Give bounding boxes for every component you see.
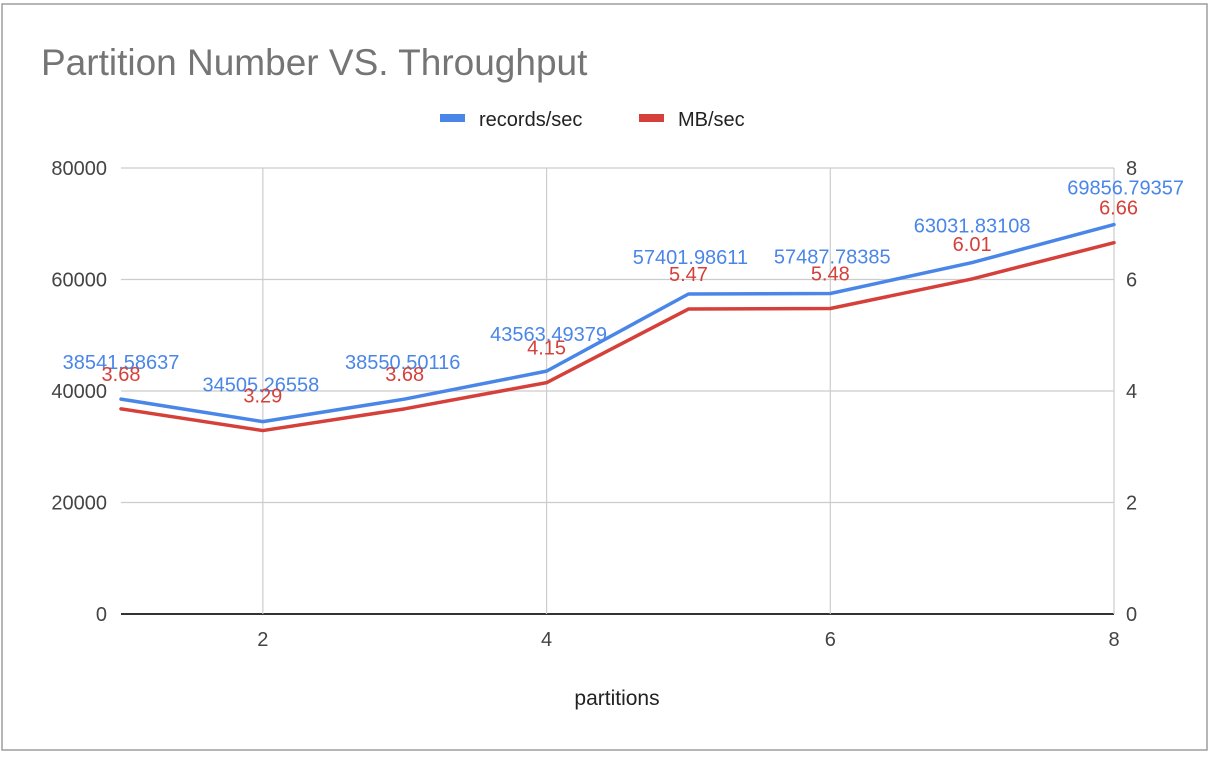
x-tick-label: 2	[257, 629, 268, 651]
left-tick-label: 40000	[51, 381, 107, 403]
data-label-records-per-sec: 57401.98611	[633, 247, 748, 269]
x-tick-label: 6	[825, 629, 836, 651]
data-label-records-per-sec: 43563.49379	[490, 324, 607, 346]
legend-label-records-per-sec: records/sec	[479, 109, 582, 131]
x-tick-label: 8	[1108, 629, 1119, 651]
right-tick-label: 6	[1126, 270, 1137, 292]
data-label-mb-per-sec: 3.68	[102, 364, 141, 386]
series-lines	[119, 222, 1116, 433]
data-label-records-per-sec: 38541.58637	[63, 352, 180, 374]
left-tick-label: 0	[96, 604, 107, 626]
legend-swatch-records-per-sec	[440, 114, 465, 122]
x-tick-label: 4	[541, 629, 552, 651]
right-tick-label: 2	[1126, 493, 1137, 515]
data-label-mb-per-sec: 5.47	[669, 264, 708, 286]
x-axis-ticks: 2 4 6 8	[257, 629, 1119, 651]
data-label-mb-per-sec: 3.29	[243, 386, 282, 408]
right-tick-label: 4	[1126, 381, 1137, 403]
data-label-records-per-sec: 34505.26558	[202, 375, 319, 397]
chart-title: Partition Number VS. Throughput	[41, 42, 588, 83]
data-label-mb-per-sec: 6.01	[953, 234, 992, 256]
legend: records/sec MB/sec	[440, 109, 745, 131]
gridlines	[121, 167, 1115, 615]
data-label-mb-per-sec: 4.15	[527, 338, 566, 360]
left-tick-label: 80000	[51, 158, 107, 180]
left-tick-label: 20000	[51, 493, 107, 515]
right-tick-label: 8	[1126, 158, 1137, 180]
data-label-records-per-sec: 63031.83108	[914, 216, 1031, 238]
legend-swatch-mb-per-sec	[639, 114, 664, 122]
series-line-mb-per-sec	[119, 240, 1116, 433]
data-label-records-per-sec: 69856.79357	[1067, 178, 1184, 200]
left-axis-ticks: 0 20000 40000 60000 80000	[51, 158, 107, 626]
data-label-mb-per-sec: 6.66	[1099, 198, 1138, 220]
x-axis-title: partitions	[574, 687, 659, 710]
data-label-mb-per-sec: 5.48	[811, 263, 850, 285]
legend-label-mb-per-sec: MB/sec	[678, 109, 745, 131]
data-labels: 38541.58637 34505.26558 38550.50116 43563.4…	[63, 178, 1184, 408]
series-line-records-per-sec	[119, 222, 1116, 424]
right-tick-label: 0	[1126, 604, 1137, 626]
data-label-mb-per-sec: 3.68	[385, 364, 424, 386]
chart-border	[1, 3, 1208, 751]
right-axis-ticks: 0 2 4 6 8	[1126, 158, 1137, 626]
data-label-records-per-sec: 57487.78385	[774, 247, 891, 269]
left-tick-label: 60000	[51, 270, 107, 292]
data-label-records-per-sec: 38550.50116	[345, 352, 460, 374]
